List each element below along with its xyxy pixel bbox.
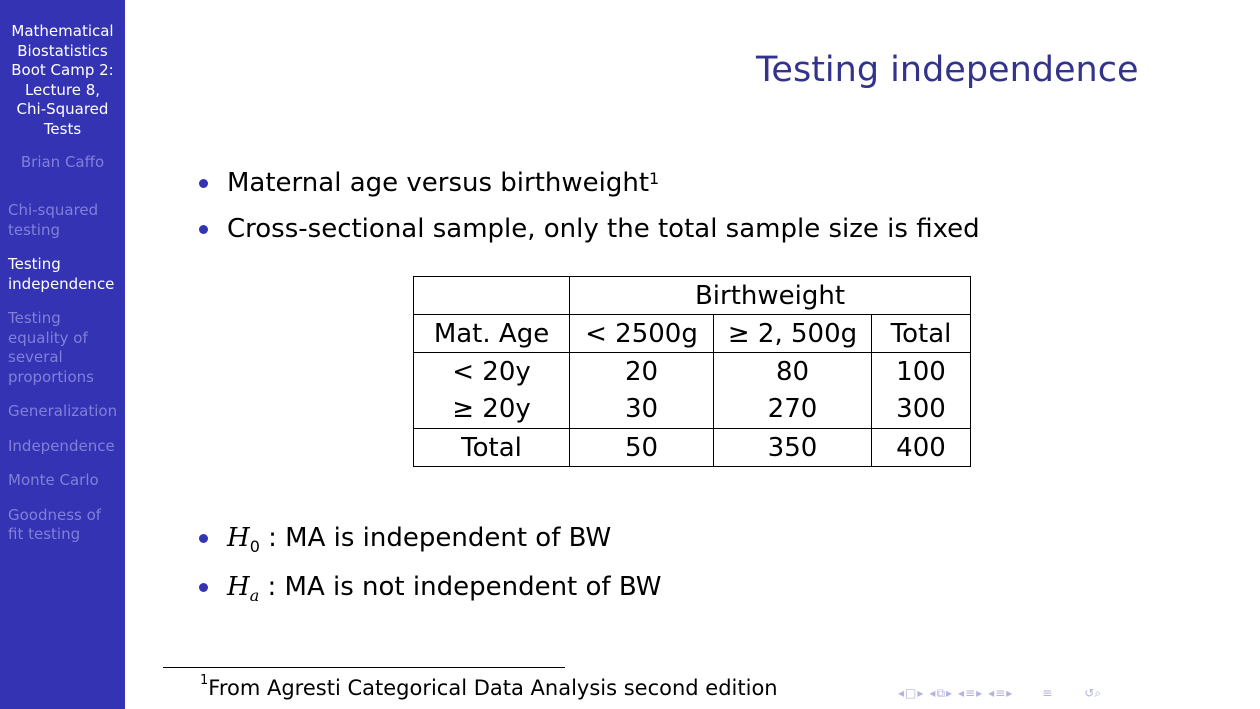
nav-search-icon[interactable]: ↺⌕	[1084, 686, 1102, 700]
nav-prev-section-icon[interactable]: ◂	[958, 686, 965, 700]
nav-item-line: fit testing	[8, 525, 81, 543]
hypothesis-subscript: 0	[249, 537, 260, 556]
bullet-item-alt-hypothesis: Ha : MA is not independent of BW	[196, 564, 1096, 613]
bullet-item: Cross-sectional sample, only the total s…	[196, 206, 1096, 252]
table-total-row: Total 50 350 400	[413, 428, 971, 467]
table-header-cell: Total	[871, 314, 971, 353]
bullet-item: Maternal age versus birthweight1	[196, 160, 1096, 206]
table-cell: 270	[713, 390, 872, 429]
table-cell: 30	[569, 390, 714, 429]
section-nav: Chi-squared testing Testing independence…	[8, 201, 123, 560]
title-line: Boot Camp 2:	[11, 61, 114, 79]
nav-item-line: Generalization	[8, 402, 118, 420]
table-header-group-row: Birthweight	[413, 276, 971, 315]
nav-next-part-icon[interactable]: ▸	[1006, 686, 1013, 700]
title-line: Biostatistics	[17, 41, 108, 60]
title-line: Chi-Squared	[16, 100, 109, 118]
nav-frame-icon[interactable]: □	[905, 686, 917, 700]
frame-nav-group: ◂ □ ▸	[898, 684, 923, 702]
table-row: ≥ 20y 30 270 300	[413, 390, 971, 429]
table-header-cell: ≥ 2, 500g	[713, 314, 872, 353]
nav-item-independence[interactable]: Independence	[8, 437, 123, 457]
nav-next-frame-icon[interactable]: ▸	[917, 686, 924, 700]
nav-next-subsection-icon[interactable]: ▸	[946, 686, 953, 700]
subsection-nav-group: ◂ ⧉ ▸	[929, 684, 952, 702]
table-header-text: < 2500g	[585, 318, 698, 349]
title-line: Tests	[43, 119, 82, 138]
nav-item-line: Monte Carlo	[8, 471, 99, 489]
table-cell: 350	[713, 428, 872, 467]
hypothesis-symbol: H	[227, 572, 250, 602]
bullet-item-null-hypothesis: H0 : MA is independent of BW	[196, 515, 1096, 564]
bullet-list-bottom: H0 : MA is independent of BW Ha : MA is …	[196, 515, 1096, 613]
nav-item-generalization[interactable]: Generalization	[8, 402, 123, 422]
bullet-dot-icon	[199, 179, 208, 188]
nav-item-testing-independence[interactable]: Testing independence	[8, 255, 123, 294]
table-header-cell: < 2500g	[569, 314, 714, 353]
nav-prev-frame-icon[interactable]: ◂	[898, 686, 905, 700]
footnote-text: From Agresti Categorical Data Analysis s…	[208, 676, 778, 700]
hypothesis-subscript: a	[249, 586, 260, 605]
bullet-dot-icon	[199, 534, 208, 543]
footnote-number: 1	[200, 673, 209, 688]
table-header-row: Mat. Age < 2500g ≥ 2, 500g Total	[413, 314, 971, 353]
table-row: < 20y 20 80 100	[413, 352, 971, 391]
beamer-navigation: ◂ □ ▸ ◂ ⧉ ▸ ◂ ≡ ▸ ◂ ≡ ▸ ≡ ↺⌕	[898, 684, 1101, 702]
table-cell: 400	[871, 428, 971, 467]
table-header-group: Birthweight	[569, 276, 971, 315]
nav-next-section-icon[interactable]: ▸	[976, 686, 983, 700]
footnote-mark[interactable]: 1	[649, 169, 660, 188]
nav-item-line: testing	[8, 220, 61, 239]
table-header-cell: Mat. Age	[413, 314, 570, 353]
footnote: 1From Agresti Categorical Data Analysis …	[200, 673, 778, 700]
table-cell: 20	[569, 352, 714, 391]
nav-item-chi-squared-testing[interactable]: Chi-squared testing	[8, 201, 123, 240]
bullet-text: : MA is independent of BW	[259, 523, 612, 553]
nav-item-line: independence	[8, 274, 115, 293]
nav-item-line: proportions	[8, 367, 94, 386]
section-nav-group: ◂ ≡ ▸	[958, 684, 982, 702]
nav-item-goodness-of-fit[interactable]: Goodness of fit testing	[8, 506, 123, 545]
nav-part-icon[interactable]: ≡	[995, 686, 1006, 700]
nav-item-monte-carlo[interactable]: Monte Carlo	[8, 471, 123, 491]
title-line: Lecture 8,	[24, 80, 101, 99]
table-cell: 50	[569, 428, 714, 467]
footnote-rule	[163, 667, 565, 668]
author-name[interactable]: Brian Caffo	[20, 153, 105, 171]
nav-prev-part-icon[interactable]: ◂	[988, 686, 995, 700]
table-cell: 300	[871, 390, 971, 429]
bullet-dot-icon	[199, 225, 208, 234]
nav-item-line: equality of	[8, 328, 88, 347]
nav-item-line: Testing	[8, 309, 61, 327]
table-cell: ≥ 20y	[413, 390, 570, 429]
nav-item-line: Independence	[8, 436, 115, 455]
hypothesis-symbol: H	[227, 523, 250, 553]
part-nav-group: ◂ ≡ ▸	[988, 684, 1012, 702]
presentation-title[interactable]: Mathematical Biostatistics Boot Camp 2: …	[0, 22, 125, 139]
table-cell: < 20y	[413, 352, 570, 391]
table-cell: 80	[713, 352, 872, 391]
table-header-text: ≥ 2, 500g	[727, 318, 858, 349]
title-line: Mathematical	[11, 22, 114, 40]
table-cell: Total	[413, 428, 570, 467]
sidebar: Mathematical Biostatistics Boot Camp 2: …	[0, 0, 125, 709]
nav-item-line: several	[8, 348, 63, 366]
nav-item-line: Chi-squared	[8, 201, 99, 219]
frame-title: Testing independence	[756, 50, 1139, 90]
nav-prev-subsection-icon[interactable]: ◂	[929, 686, 936, 700]
bullet-list-top: Maternal age versus birthweight1 Cross-s…	[196, 160, 1096, 252]
bullet-dot-icon	[199, 583, 208, 592]
nav-item-line: Goodness of	[8, 505, 102, 524]
table-cell-empty	[413, 276, 570, 315]
contingency-table: Birthweight Mat. Age < 2500g ≥ 2, 500g T…	[413, 276, 971, 467]
nav-section-icon[interactable]: ≡	[965, 686, 976, 700]
bullet-text: Cross-sectional sample, only the total s…	[227, 214, 980, 244]
bullet-text: Maternal age versus birthweight	[227, 168, 650, 198]
nav-item-line: Testing	[8, 255, 61, 273]
nav-item-testing-equality[interactable]: Testing equality of several proportions	[8, 309, 123, 387]
nav-subsection-icon[interactable]: ⧉	[936, 686, 946, 700]
nav-appendix-icon[interactable]: ≡	[1042, 686, 1053, 700]
table-cell: 100	[871, 352, 971, 391]
bullet-text: : MA is not independent of BW	[259, 572, 662, 602]
